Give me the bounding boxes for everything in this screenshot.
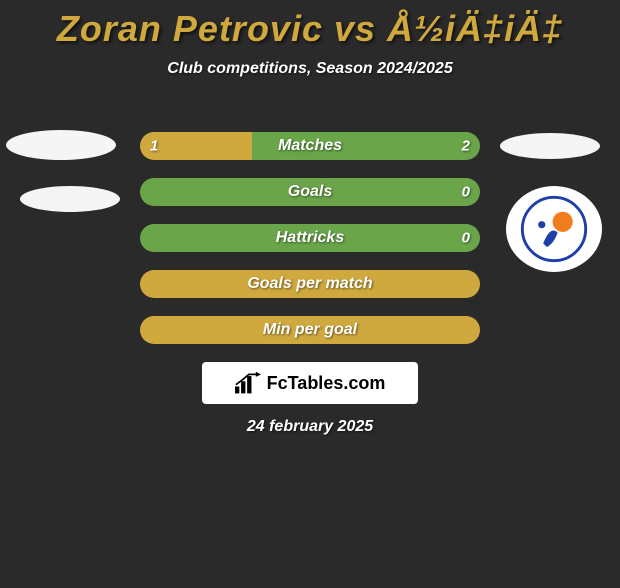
fctables-label: FcTables.com xyxy=(267,373,386,394)
chart-icon xyxy=(235,372,261,394)
stat-label: Goals xyxy=(288,183,332,201)
stat-bar-matches: 1 Matches 2 xyxy=(140,132,480,160)
stat-bars-container: 1 Matches 2 Goals 0 Hattricks 0 Goals pe… xyxy=(140,132,480,362)
fctables-badge[interactable]: FcTables.com xyxy=(202,362,418,404)
stat-bar-hattricks: Hattricks 0 xyxy=(140,224,480,252)
club-logo-icon xyxy=(518,193,590,265)
player2-badge-1 xyxy=(500,133,600,159)
stat-right-value: 2 xyxy=(462,138,470,155)
stat-label: Hattricks xyxy=(276,229,344,247)
stat-bar-goals-per-match: Goals per match xyxy=(140,270,480,298)
player2-club-badge xyxy=(506,186,602,272)
stat-left-value: 1 xyxy=(150,138,158,155)
stat-label: Matches xyxy=(278,137,342,155)
comparison-subtitle: Club competitions, Season 2024/2025 xyxy=(0,60,620,78)
comparison-title: Zoran Petrovic vs Å½iÄ‡iÄ‡ xyxy=(0,8,620,50)
stat-right-value: 0 xyxy=(462,184,470,201)
stat-right-value: 0 xyxy=(462,230,470,247)
player1-badge-2 xyxy=(20,186,120,212)
stat-label: Min per goal xyxy=(263,321,357,339)
stat-bar-min-per-goal: Min per goal xyxy=(140,316,480,344)
snapshot-date: 24 february 2025 xyxy=(0,418,620,436)
stat-bar-goals: Goals 0 xyxy=(140,178,480,206)
player1-badge-1 xyxy=(6,130,116,160)
stat-label: Goals per match xyxy=(247,275,372,293)
